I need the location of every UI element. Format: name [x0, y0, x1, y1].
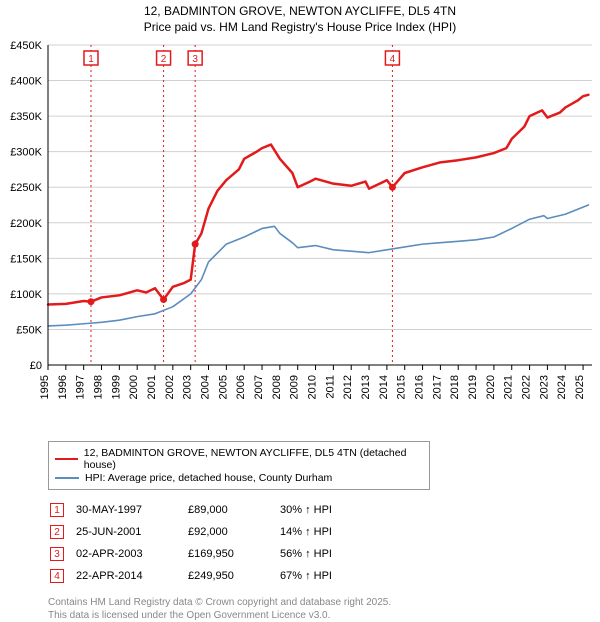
- svg-text:2012: 2012: [342, 375, 354, 399]
- svg-text:£350K: £350K: [10, 111, 42, 123]
- svg-text:2: 2: [161, 54, 167, 65]
- table-row: 2 25-JUN-2001£92,00014% ↑ HPI: [50, 522, 342, 542]
- svg-text:3: 3: [192, 54, 198, 65]
- chart-title: 12, BADMINTON GROVE, NEWTON AYCLIFFE, DL…: [0, 0, 600, 35]
- svg-text:£50K: £50K: [16, 325, 42, 337]
- svg-text:£450K: £450K: [10, 40, 42, 52]
- svg-text:2010: 2010: [307, 375, 319, 399]
- table-row: 4 22-APR-2014£249,95067% ↑ HPI: [50, 566, 342, 586]
- svg-text:£100K: £100K: [10, 289, 42, 301]
- svg-text:£0: £0: [30, 360, 42, 372]
- svg-text:2007: 2007: [253, 375, 265, 399]
- pct-cell: 14% ↑ HPI: [280, 522, 342, 542]
- marker-cell: 1: [50, 500, 74, 520]
- legend-swatch: [55, 458, 78, 460]
- marker-cell: 2: [50, 522, 74, 542]
- pct-cell: 67% ↑ HPI: [280, 566, 342, 586]
- price-cell: £92,000: [188, 522, 278, 542]
- price-cell: £89,000: [188, 500, 278, 520]
- table-row: 3 02-APR-2003£169,95056% ↑ HPI: [50, 544, 342, 564]
- svg-text:£200K: £200K: [10, 218, 42, 230]
- svg-text:2011: 2011: [324, 375, 336, 399]
- legend: 12, BADMINTON GROVE, NEWTON AYCLIFFE, DL…: [48, 441, 430, 490]
- svg-text:2019: 2019: [467, 375, 479, 399]
- svg-text:2001: 2001: [146, 375, 158, 399]
- legend-label: HPI: Average price, detached house, Coun…: [85, 472, 332, 484]
- svg-text:2003: 2003: [182, 375, 194, 399]
- transactions-table: 1 30-MAY-1997£89,00030% ↑ HPI 2 25-JUN-2001…: [48, 498, 344, 588]
- marker-icon: 3: [50, 547, 64, 561]
- legend-swatch: [55, 477, 79, 479]
- svg-text:2020: 2020: [485, 375, 497, 399]
- svg-text:2015: 2015: [396, 375, 408, 399]
- price-cell: £249,950: [188, 566, 278, 586]
- svg-text:2024: 2024: [556, 375, 568, 399]
- date-cell: 22-APR-2014: [76, 566, 186, 586]
- svg-text:2016: 2016: [414, 375, 426, 399]
- svg-text:2022: 2022: [521, 375, 533, 399]
- date-cell: 02-APR-2003: [76, 544, 186, 564]
- legend-label: 12, BADMINTON GROVE, NEWTON AYCLIFFE, DL…: [84, 447, 423, 471]
- svg-text:2013: 2013: [360, 375, 372, 399]
- svg-text:1995: 1995: [39, 375, 51, 399]
- date-cell: 30-MAY-1997: [76, 500, 186, 520]
- title-line2: Price paid vs. HM Land Registry's House …: [0, 20, 600, 36]
- svg-text:1999: 1999: [110, 375, 122, 399]
- svg-text:£150K: £150K: [10, 254, 42, 266]
- svg-text:2021: 2021: [503, 375, 515, 399]
- chart-area: £0 £50K £100K £150K £200K £250K £300K £350K £400…: [0, 35, 600, 435]
- line-chart: £0 £50K £100K £150K £200K £250K £300K £350K £400…: [0, 35, 600, 435]
- svg-text:2018: 2018: [449, 375, 461, 399]
- svg-text:2025: 2025: [574, 375, 586, 399]
- date-cell: 25-JUN-2001: [76, 522, 186, 542]
- svg-text:£250K: £250K: [10, 182, 42, 194]
- footer-line1: Contains HM Land Registry data © Crown c…: [48, 596, 600, 609]
- svg-text:£300K: £300K: [10, 147, 42, 159]
- svg-text:1996: 1996: [57, 375, 69, 399]
- title-line1: 12, BADMINTON GROVE, NEWTON AYCLIFFE, DL…: [0, 4, 600, 20]
- svg-text:2000: 2000: [128, 375, 140, 399]
- svg-text:2002: 2002: [164, 375, 176, 399]
- marker-icon: 1: [50, 503, 64, 517]
- svg-text:2017: 2017: [431, 375, 443, 399]
- marker-cell: 3: [50, 544, 74, 564]
- svg-text:2009: 2009: [289, 375, 301, 399]
- svg-text:1: 1: [88, 54, 94, 65]
- svg-text:2014: 2014: [378, 375, 390, 399]
- svg-text:1998: 1998: [93, 375, 105, 399]
- table-row: 1 30-MAY-1997£89,00030% ↑ HPI: [50, 500, 342, 520]
- footer-line2: This data is licensed under the Open Gov…: [48, 609, 600, 622]
- license-footer: Contains HM Land Registry data © Crown c…: [48, 596, 600, 622]
- svg-text:2005: 2005: [217, 375, 229, 399]
- svg-text:4: 4: [390, 54, 396, 65]
- pct-cell: 30% ↑ HPI: [280, 500, 342, 520]
- legend-row: HPI: Average price, detached house, Coun…: [55, 472, 423, 484]
- svg-text:2006: 2006: [235, 375, 247, 399]
- svg-text:£400K: £400K: [10, 76, 42, 88]
- svg-text:1997: 1997: [75, 375, 87, 399]
- legend-row: 12, BADMINTON GROVE, NEWTON AYCLIFFE, DL…: [55, 447, 423, 471]
- pct-cell: 56% ↑ HPI: [280, 544, 342, 564]
- marker-icon: 4: [50, 569, 64, 583]
- marker-cell: 4: [50, 566, 74, 586]
- marker-icon: 2: [50, 525, 64, 539]
- svg-text:2004: 2004: [200, 375, 212, 399]
- svg-text:2008: 2008: [271, 375, 283, 399]
- price-cell: £169,950: [188, 544, 278, 564]
- svg-text:2023: 2023: [538, 375, 550, 399]
